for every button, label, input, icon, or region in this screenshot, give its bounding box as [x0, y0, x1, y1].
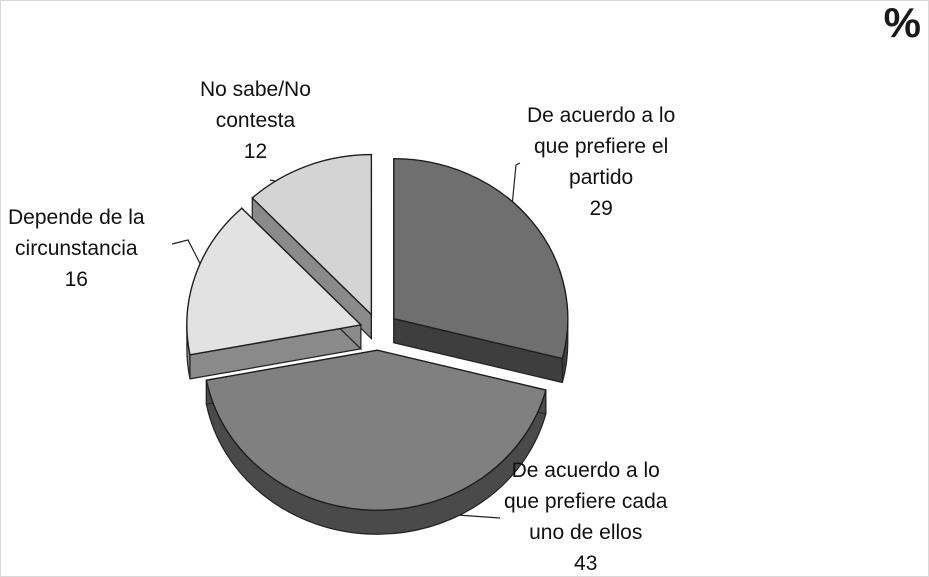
slice-label-no-sabe: No sabe/No contesta 12 — [200, 74, 311, 167]
slice-label-line: De acuerdo a lo — [511, 459, 660, 482]
slice-label-line: No sabe/No — [200, 78, 311, 101]
slice-label-line: que prefiere el — [534, 135, 669, 158]
slice-label-line: uno de ellos — [529, 521, 643, 544]
slice-no-sabe — [251, 153, 373, 317]
slice-label-cada-uno: De acuerdo a lo que prefiere cada uno de… — [504, 455, 667, 577]
slice-value: 12 — [243, 140, 268, 163]
slice-value: 43 — [574, 552, 598, 575]
slice-value: 29 — [589, 197, 613, 220]
slice-tops — [186, 153, 569, 511]
slice-label-circunstancia: Depende de la circunstancia 16 — [8, 202, 145, 295]
slice-label-line: circunstancia — [15, 237, 138, 260]
slice-partido — [393, 158, 569, 360]
slice-label-line: Depende de la — [8, 206, 145, 229]
slice-circunstancia — [186, 207, 363, 356]
slice-cada-uno — [205, 349, 547, 511]
slice-label-line: partido — [569, 166, 634, 189]
slice-label-line: De acuerdo a lo — [527, 104, 676, 127]
unit-label: % — [883, 0, 921, 46]
slice-label-line: que prefiere cada — [504, 490, 668, 513]
slice-value: 16 — [64, 268, 88, 291]
slice-label-partido: De acuerdo a lo que prefiere el partido … — [527, 100, 675, 224]
slice-label-line: contesta — [215, 109, 296, 132]
